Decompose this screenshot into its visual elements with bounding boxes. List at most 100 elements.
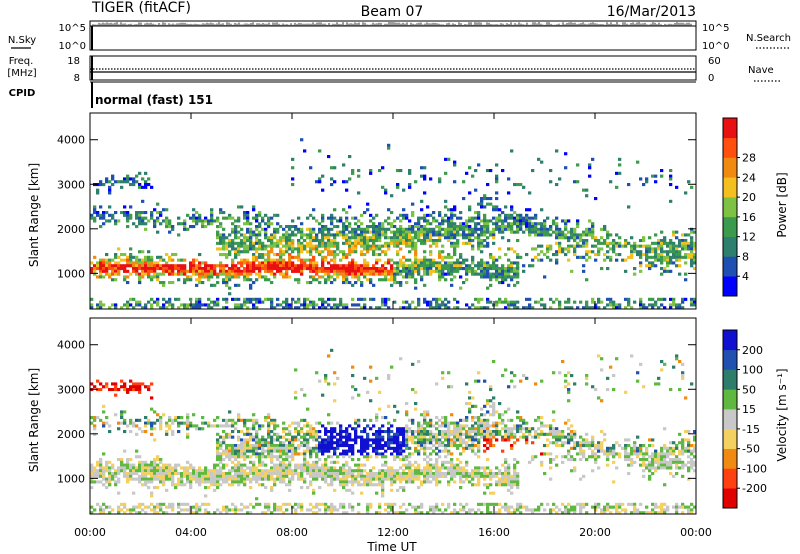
velocity-cell: [231, 477, 235, 481]
power-cell: [162, 267, 166, 271]
power-cell: [318, 230, 322, 234]
power-cell: [156, 278, 160, 282]
velocity-cell: [318, 469, 322, 473]
power-cell: [630, 247, 634, 251]
velocity-cell: [273, 469, 277, 473]
power-cell: [102, 269, 106, 273]
power-cell: [486, 197, 490, 201]
velocity-cell: [399, 432, 403, 436]
velocity-cell: [156, 463, 160, 467]
power-cell: [249, 272, 253, 276]
power-cell: [693, 297, 697, 301]
power-cell: [420, 208, 424, 212]
power-cell: [249, 261, 253, 265]
velocity-cell: [369, 379, 373, 383]
velocity-cell: [168, 424, 172, 428]
power-cell: [138, 219, 142, 223]
velocity-cell: [324, 376, 328, 380]
power-cell: [690, 303, 694, 307]
power-cell: [519, 227, 523, 231]
power-cell: [474, 222, 478, 226]
power-cell: [471, 233, 475, 237]
velocity-cell: [282, 474, 286, 478]
velocity-cell: [345, 472, 349, 476]
velocity-cell: [408, 446, 412, 450]
power-cell: [219, 261, 223, 265]
power-cell: [324, 258, 328, 262]
power-cell: [270, 261, 274, 265]
power-colorbar-label-value: 12: [742, 231, 756, 244]
power-cell: [354, 227, 358, 231]
velocity-cell: [258, 477, 262, 481]
power-cell: [471, 227, 475, 231]
power-cell: [258, 297, 262, 301]
power-cell: [297, 241, 301, 245]
velocity-cell: [267, 502, 271, 506]
power-cell: [258, 300, 262, 304]
velocity-cell: [342, 441, 346, 445]
power-cell: [195, 303, 199, 307]
power-cell: [615, 258, 619, 262]
power-cell: [363, 269, 367, 273]
velocity-cell: [123, 511, 127, 515]
power-cell: [423, 166, 427, 170]
power-cell: [276, 269, 280, 273]
power-cell: [159, 272, 163, 276]
velocity-cell: [156, 505, 160, 509]
velocity-cell: [246, 441, 250, 445]
velocity-cell: [138, 390, 142, 394]
velocity-cell: [327, 469, 331, 473]
velocity-cell: [273, 477, 277, 481]
velocity-cell: [261, 424, 265, 428]
power-cell: [552, 222, 556, 226]
power-cell: [351, 169, 355, 173]
velocity-cell: [210, 480, 214, 484]
power-cell: [363, 258, 367, 262]
velocity-cell: [348, 505, 352, 509]
velocity-cell: [240, 455, 244, 459]
velocity-cell: [402, 477, 406, 481]
velocity-cell: [255, 474, 259, 478]
power-cell: [417, 230, 421, 234]
velocity-cell: [375, 483, 379, 487]
power-cell: [291, 166, 295, 170]
velocity-cell: [273, 455, 277, 459]
velocity-cell: [396, 441, 400, 445]
power-cell: [159, 264, 163, 268]
power-cell: [417, 261, 421, 265]
power-cell: [111, 272, 115, 276]
power-cell: [489, 255, 493, 259]
power-cell: [210, 264, 214, 268]
power-cell: [384, 188, 388, 192]
velocity-cell: [312, 466, 316, 470]
velocity-cell: [270, 444, 274, 448]
velocity-cell: [273, 505, 277, 509]
power-cell: [273, 241, 277, 245]
power-cell: [321, 250, 325, 254]
power-cell: [432, 216, 436, 220]
power-cell: [411, 272, 415, 276]
velocity-cell: [294, 511, 298, 515]
velocity-cell: [141, 502, 145, 506]
power-cell: [207, 267, 211, 271]
power-cell: [264, 269, 268, 273]
power-cell: [627, 183, 631, 187]
velocity-cell: [270, 441, 274, 445]
power-cell: [264, 244, 268, 248]
power-cell: [519, 213, 523, 217]
power-cell: [99, 225, 103, 229]
power-cell: [576, 163, 580, 167]
velocity-cell: [396, 444, 400, 448]
velocity-cell: [342, 505, 346, 509]
power-cell: [318, 241, 322, 245]
power-cell: [567, 236, 571, 240]
velocity-cell: [396, 455, 400, 459]
velocity-cell: [402, 474, 406, 478]
power-cell: [621, 244, 625, 248]
power-cell: [90, 303, 94, 307]
velocity-cell: [264, 455, 268, 459]
power-cell: [495, 163, 499, 167]
velocity-cell: [384, 477, 388, 481]
velocity-cell: [252, 474, 256, 478]
power-cell: [321, 244, 325, 248]
